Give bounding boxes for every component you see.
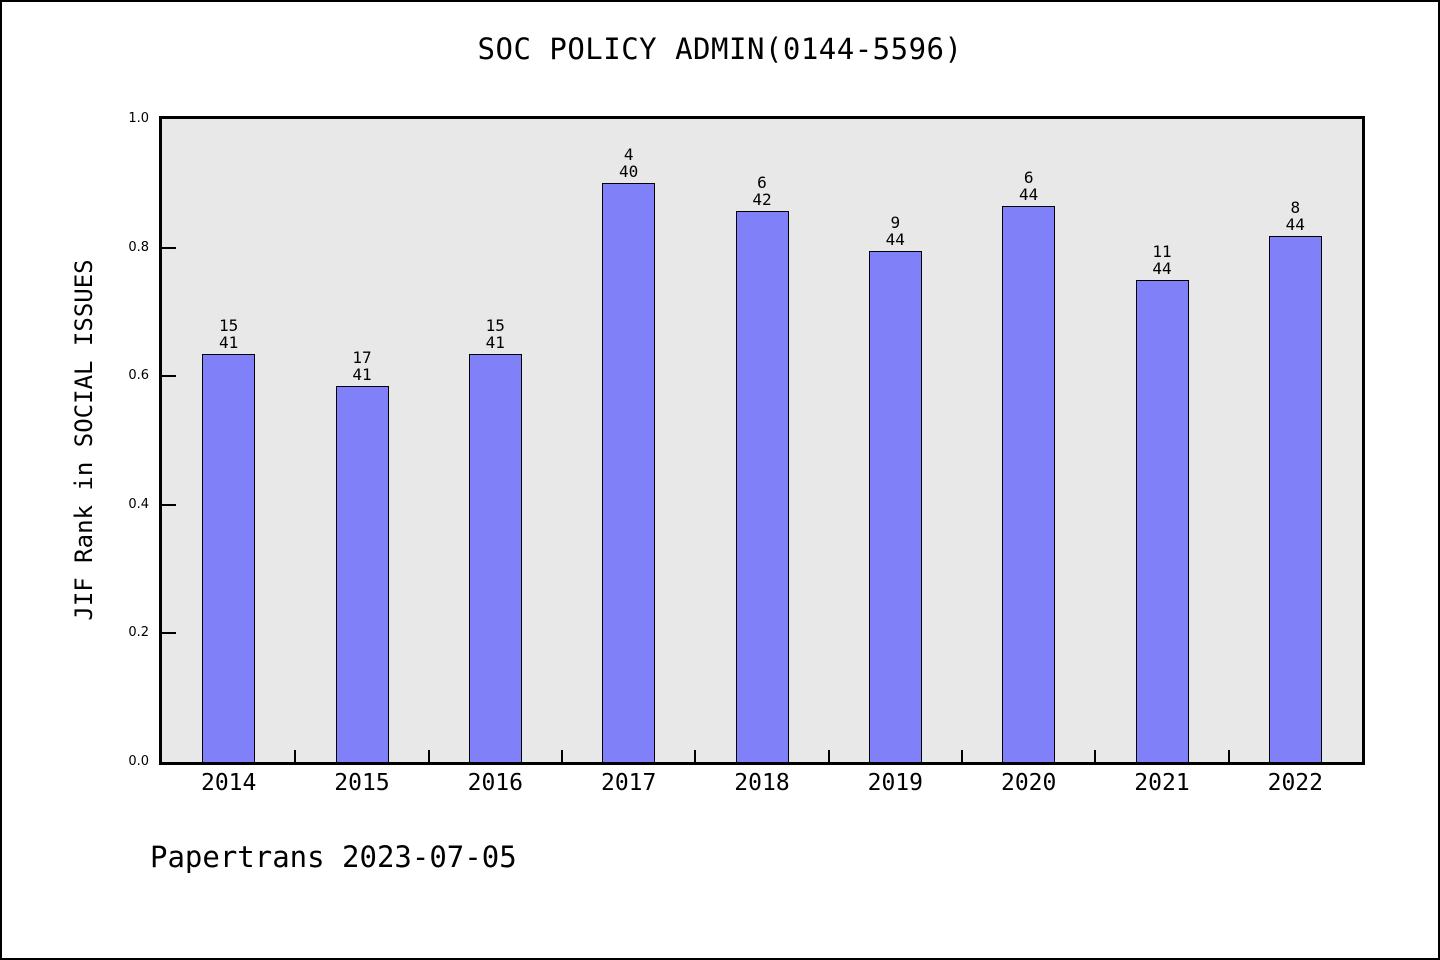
- bar-value-label: 17 41: [322, 349, 402, 383]
- x-axis-label-2014: 2014: [200, 770, 257, 796]
- bar-value-label: 9 44: [855, 214, 935, 248]
- bar-value-label: 8 44: [1255, 199, 1335, 233]
- bar-value-label: 6 44: [989, 169, 1069, 203]
- y-tick-label: 1.0: [128, 111, 149, 126]
- x-tick-mark: [427, 750, 430, 762]
- x-axis-label-2022: 2022: [1267, 770, 1323, 796]
- footer-text: Papertrans 2023-07-05: [150, 840, 517, 874]
- x-tick-mark: [561, 750, 563, 762]
- bar-total-value: 44: [885, 230, 905, 249]
- bar-total-value: 41: [352, 365, 372, 384]
- bar-rank-value: 15: [219, 316, 239, 335]
- bar-rank-value: 6: [1023, 168, 1034, 187]
- bar-total-value: 44: [1285, 215, 1305, 234]
- y-tick-label: 0.0: [128, 754, 149, 769]
- y-tick-mark: [162, 632, 176, 635]
- bar-value-label: 15 41: [455, 317, 535, 351]
- bar-total-value: 40: [619, 162, 639, 181]
- y-tick-label: 0.2: [128, 625, 149, 641]
- y-tick-label: 0.4: [128, 496, 149, 512]
- x-axis-label-2020: 2020: [1000, 770, 1057, 796]
- x-axis-label-2021: 2021: [1134, 770, 1190, 796]
- bar-total-value: 42: [752, 190, 772, 209]
- x-tick-mark: [1094, 750, 1097, 762]
- x-tick-mark: [961, 750, 963, 762]
- bar-rank-value: 9: [890, 213, 901, 232]
- x-axis-label-2015: 2015: [334, 770, 390, 796]
- x-axis-label-2019: 2019: [867, 770, 923, 796]
- bar-total-value: 41: [485, 333, 505, 352]
- bar-total-value: 41: [219, 333, 239, 352]
- plot-area: 15 41 17 41 15 41 4 40 6 42 9 44 6 44 11 44 8 44: [159, 116, 1365, 765]
- bar-value-label: 15 41: [189, 317, 269, 351]
- bar-rank-value: 4: [623, 145, 634, 164]
- x-axis-label-2017: 2017: [600, 770, 657, 796]
- x-tick-mark: [694, 750, 697, 762]
- bar-2022: [1268, 236, 1322, 762]
- bar-2019: [868, 251, 922, 762]
- bar-total-value: 44: [1152, 259, 1172, 278]
- x-axis-label-2016: 2016: [467, 770, 523, 796]
- x-axis-label-2018: 2018: [734, 770, 790, 796]
- bar-2020: [1002, 206, 1056, 762]
- y-axis-label: JIF Rank in SOCIAL ISSUES: [70, 259, 98, 621]
- y-tick-label: 0.6: [128, 368, 149, 384]
- y-tick-mark: [162, 246, 176, 249]
- chart-title: SOC POLICY ADMIN(0144-5596): [477, 32, 963, 66]
- bar-value-label: 4 40: [589, 146, 669, 180]
- bar-rank-value: 8: [1290, 198, 1301, 217]
- bar-value-label: 11 44: [1122, 243, 1202, 277]
- y-tick-mark: [162, 375, 176, 378]
- bar-2021: [1135, 280, 1189, 762]
- bar-2014: [202, 354, 256, 762]
- x-tick-mark: [294, 750, 297, 762]
- bar-value-label: 6 42: [722, 174, 802, 208]
- bar-2016: [468, 354, 522, 762]
- bar-rank-value: 15: [485, 316, 505, 335]
- bar-2015: [335, 386, 389, 762]
- y-tick-label: 0.8: [128, 239, 149, 255]
- bar-rank-value: 17: [352, 348, 372, 367]
- x-tick-mark: [827, 750, 830, 762]
- y-tick-mark: [162, 503, 176, 506]
- bar-2017: [602, 183, 656, 762]
- bar-2018: [735, 211, 789, 762]
- x-tick-mark: [1227, 750, 1230, 762]
- bar-rank-value: 11: [1152, 242, 1172, 261]
- bar-total-value: 44: [1019, 185, 1039, 204]
- bar-rank-value: 6: [757, 173, 767, 192]
